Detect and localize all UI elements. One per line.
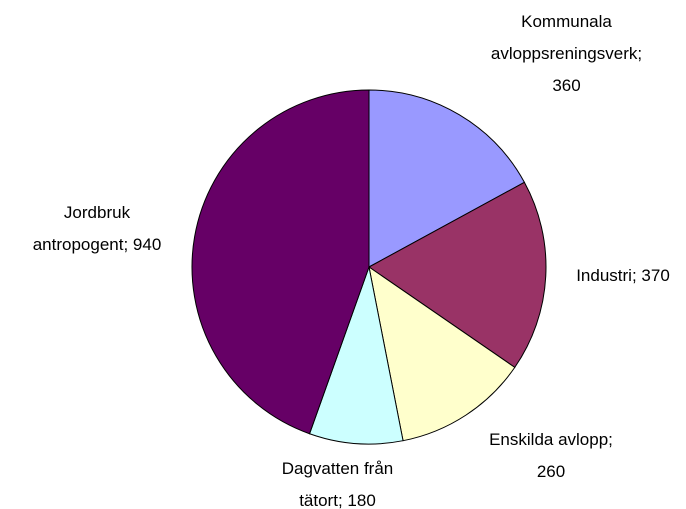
slice-name: Industri; [576, 266, 637, 285]
pie-slice [368, 89, 526, 268]
slice-label: Industri; 370 [548, 260, 686, 292]
pie-slice [191, 89, 370, 435]
slice-name: Jordbruk antropogent; [32, 203, 131, 254]
slice-value: 260 [536, 462, 566, 481]
pie-slice [308, 265, 404, 445]
slice-value: 370 [641, 266, 670, 285]
pie-slice [368, 265, 516, 442]
slice-name: Enskilda avlopp; [489, 430, 613, 449]
slice-label: Enskilda avlopp; 260 [476, 424, 626, 488]
slice-value: 180 [347, 491, 376, 509]
slice-name: Dagvatten från tätort; [281, 459, 394, 509]
slice-label: Jordbruk antropogent; 940 [22, 197, 172, 261]
slice-value: 940 [132, 235, 162, 254]
slice-value: 360 [552, 76, 581, 95]
slice-label: Kommunala avloppsreningsverk; 360 [484, 6, 649, 102]
pie-slice [368, 181, 547, 369]
slice-name: Kommunala avloppsreningsverk; [490, 12, 643, 63]
slice-label: Dagvatten från tätort; 180 [270, 453, 405, 509]
